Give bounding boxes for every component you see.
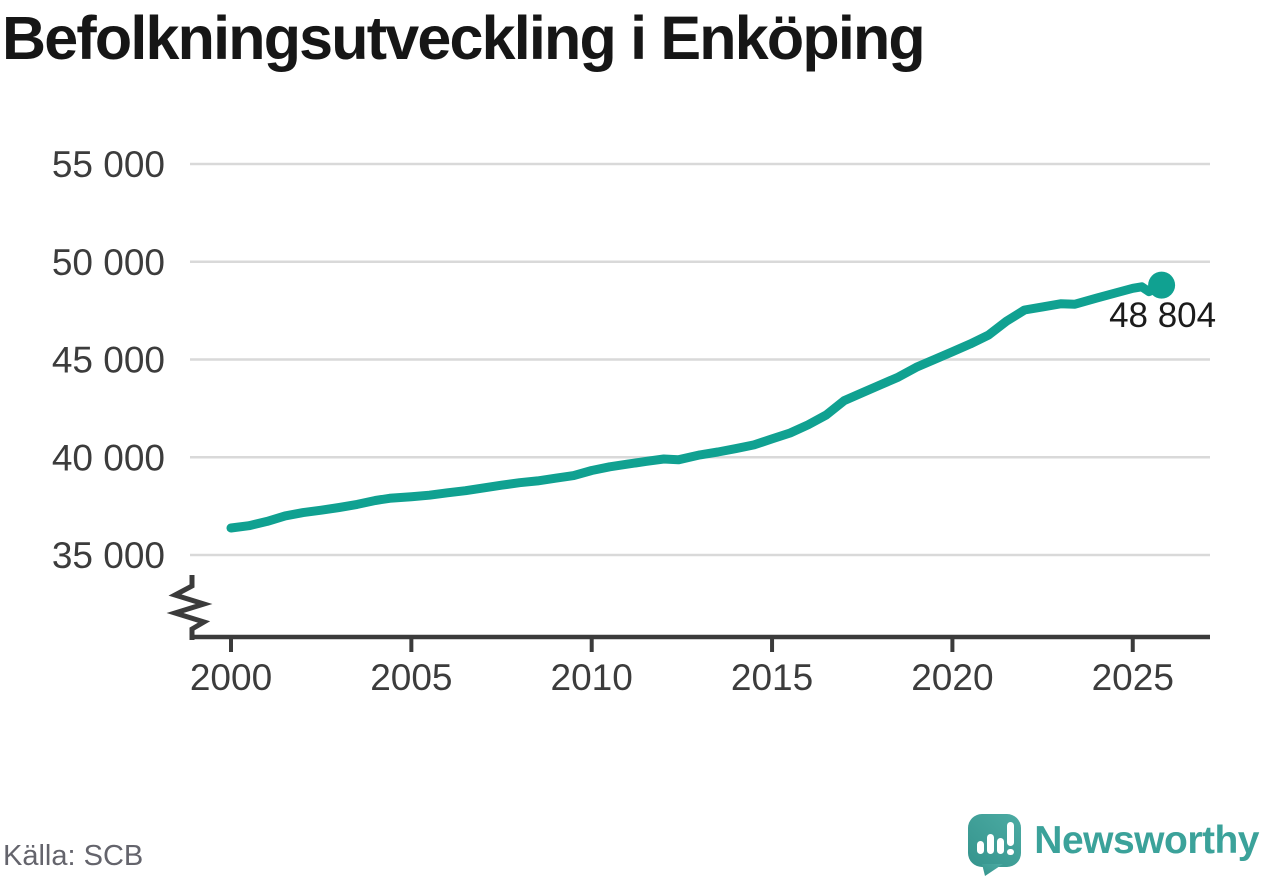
x-tick-label: 2025 [1092,657,1174,698]
x-tick-label: 2000 [190,657,272,698]
last-point-dot [1148,271,1176,299]
end-value-text: 48 804 [1109,296,1216,335]
y-tick-label: 45 000 [52,340,165,381]
y-tick-label: 50 000 [52,242,165,283]
population-series-line [226,280,1167,533]
y-tick-label: 40 000 [52,437,165,478]
population-line [226,280,1167,533]
y-axis-labels: 35 000 40 000 45 000 50 000 55 000 [52,144,165,576]
newsworthy-speech-bubble-bar-chart-icon [968,814,1022,876]
axis-break-mark [166,575,213,640]
y-tick-label: 35 000 [52,535,165,576]
x-tick-label: 2010 [551,657,633,698]
y-gridlines [190,162,1210,557]
end-value-label: 48 804 [1109,296,1216,335]
axis-break-zigzag-icon [166,575,213,640]
y-tick-label: 55 000 [52,144,165,185]
series-end-dot [1148,271,1176,299]
x-axis-labels: 2000 2005 2010 2015 2020 2025 [190,657,1174,698]
chart-title: Befolkningsutveckling i Enköping [2,4,926,72]
newsworthy-wordmark: Newsworthy [1034,818,1259,862]
x-tick-label: 2015 [731,657,813,698]
source-note: Källa: SCB [3,840,144,872]
x-tick-label: 2005 [370,657,452,698]
x-axis [190,634,1210,652]
x-tick-label: 2020 [911,657,993,698]
newsworthy-logo: Newsworthy [967,813,1259,877]
